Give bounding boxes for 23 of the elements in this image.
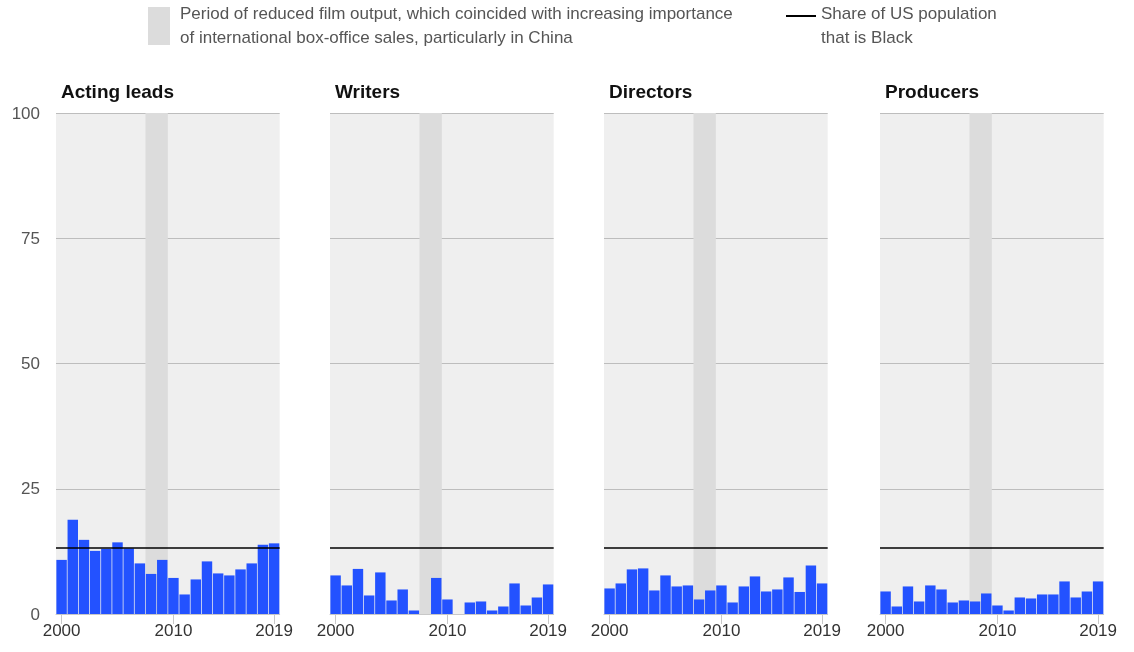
x-tick-label: 2019 <box>1079 621 1117 640</box>
y-tick-label: 75 <box>21 228 40 248</box>
x-tick-label: 2010 <box>154 621 193 640</box>
x-tick-label: 2010 <box>428 621 467 640</box>
y-tick-label: 50 <box>21 354 40 373</box>
y-tick-label: 100 <box>11 103 40 123</box>
x-tick-label: 2019 <box>255 621 293 640</box>
y-tick-label: 25 <box>21 479 40 499</box>
legend-label: Period of reduced film output, which coincided with increasing importance of international box-office sales, particularly in China <box>180 3 734 49</box>
x-tick-label: 2000 <box>316 621 355 640</box>
x-tick-label: 2000 <box>590 621 629 640</box>
chart-title: Producers <box>885 81 979 102</box>
x-tick-label: 2010 <box>978 621 1017 640</box>
x-tick-label: 2019 <box>803 621 841 640</box>
chart-title: Directors <box>609 81 693 102</box>
y-tick-label: 0 <box>30 604 40 624</box>
x-tick-label: 2000 <box>866 621 905 640</box>
chart-title: Writers <box>335 81 401 102</box>
legend-label: Share of US population that is Black <box>821 3 998 49</box>
chart-title: Acting leads <box>61 81 174 102</box>
x-tick-label: 2019 <box>529 621 567 640</box>
x-tick-label: 2000 <box>42 621 81 640</box>
x-tick-label: 2010 <box>702 621 741 640</box>
